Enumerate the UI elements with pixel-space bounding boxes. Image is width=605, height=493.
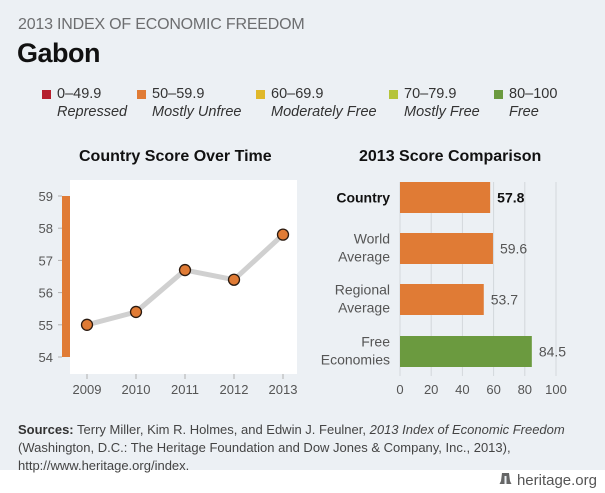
plot-area — [70, 180, 297, 374]
data-point-2010 — [129, 305, 143, 319]
x-tick-label: 60 — [486, 382, 500, 397]
line-chart: 54 55 56 57 58 59 2009 2010 2011 2012 2013 — [39, 180, 298, 397]
legend-swatch — [494, 90, 503, 99]
legend-range: 60–69.9 — [271, 86, 324, 102]
y-tick-label: 59 — [39, 189, 53, 204]
legend-label: Repressed — [57, 104, 128, 120]
heritage-logo[interactable]: heritage.org — [499, 472, 597, 489]
data-point-2012 — [227, 273, 241, 286]
sources-text-after: (Washington, D.C.: The Heritage Foundati… — [18, 440, 511, 473]
x-tick-label: 2011 — [171, 382, 199, 397]
supertitle: 2013 INDEX OF ECONOMIC FREEDOM — [18, 16, 305, 33]
sources-label: Sources: — [18, 422, 74, 437]
line-chart-title: Country Score Over Time — [79, 148, 272, 165]
x-tick-label: 40 — [455, 382, 469, 397]
category-label: Average — [338, 300, 390, 316]
score-category-band — [62, 196, 70, 357]
legend-label: Mostly Unfree — [152, 104, 242, 120]
country-title: Gabon — [17, 38, 101, 68]
y-tick-label: 57 — [39, 253, 53, 268]
x-tick-label: 2010 — [122, 382, 151, 397]
value-label: 57.8 — [497, 190, 524, 206]
legend-range: 50–59.9 — [152, 86, 205, 102]
value-label: 53.7 — [491, 292, 518, 308]
heritage-site-label: heritage.org — [516, 472, 597, 489]
legend-range: 80–100 — [509, 86, 558, 102]
legend-swatch — [256, 90, 265, 99]
category-label: Regional — [335, 282, 390, 298]
bar-regional-average — [400, 284, 484, 315]
data-point-2009 — [80, 318, 94, 331]
category-label: World — [354, 231, 390, 247]
category-label: Average — [338, 249, 390, 265]
bar-country — [400, 182, 491, 213]
x-tick-label: 20 — [424, 382, 438, 397]
bar-chart-title: 2013 Score Comparison — [359, 148, 542, 165]
bar-free-economies — [400, 336, 532, 367]
bar-chart: Country World Average Regional Average Free Ec… — [321, 182, 567, 397]
legend-swatch — [137, 90, 146, 99]
category-label: Country — [336, 190, 390, 206]
sources-text-before: Terry Miller, Kim R. Holmes, and Edwin J… — [73, 422, 370, 437]
liberty-bell-icon — [499, 473, 512, 484]
value-label: 59.6 — [500, 241, 527, 257]
category-label: Free — [361, 334, 390, 350]
category-label: Economies — [321, 352, 390, 368]
x-tick-label: 2012 — [220, 382, 249, 397]
y-tick-label: 54 — [39, 350, 53, 365]
legend-swatch — [389, 90, 398, 99]
sources-note: Sources: Terry Miller, Kim R. Holmes, an… — [18, 421, 598, 475]
legend-swatch — [42, 90, 51, 99]
x-tick-label: 2009 — [73, 382, 102, 397]
legend-range: 70–79.9 — [404, 86, 457, 102]
legend-label: Mostly Free — [404, 104, 480, 120]
data-point-2011 — [178, 263, 192, 277]
legend-label: Moderately Free — [271, 104, 377, 120]
x-tick-label: 80 — [518, 382, 532, 397]
y-tick-label: 55 — [39, 318, 53, 333]
sources-title: 2013 Index of Economic Freedom — [369, 422, 565, 437]
x-tick-label: 0 — [396, 382, 403, 397]
x-tick-label: 100 — [545, 382, 567, 397]
y-tick-label: 58 — [39, 221, 53, 236]
data-point-2013 — [276, 228, 290, 241]
bar-world-average — [400, 233, 493, 264]
legend-label: Free — [509, 104, 539, 120]
x-tick-label: 2013 — [269, 382, 298, 397]
legend-range: 0–49.9 — [57, 86, 102, 102]
value-label: 84.5 — [539, 344, 566, 360]
y-tick-label: 56 — [39, 286, 53, 301]
